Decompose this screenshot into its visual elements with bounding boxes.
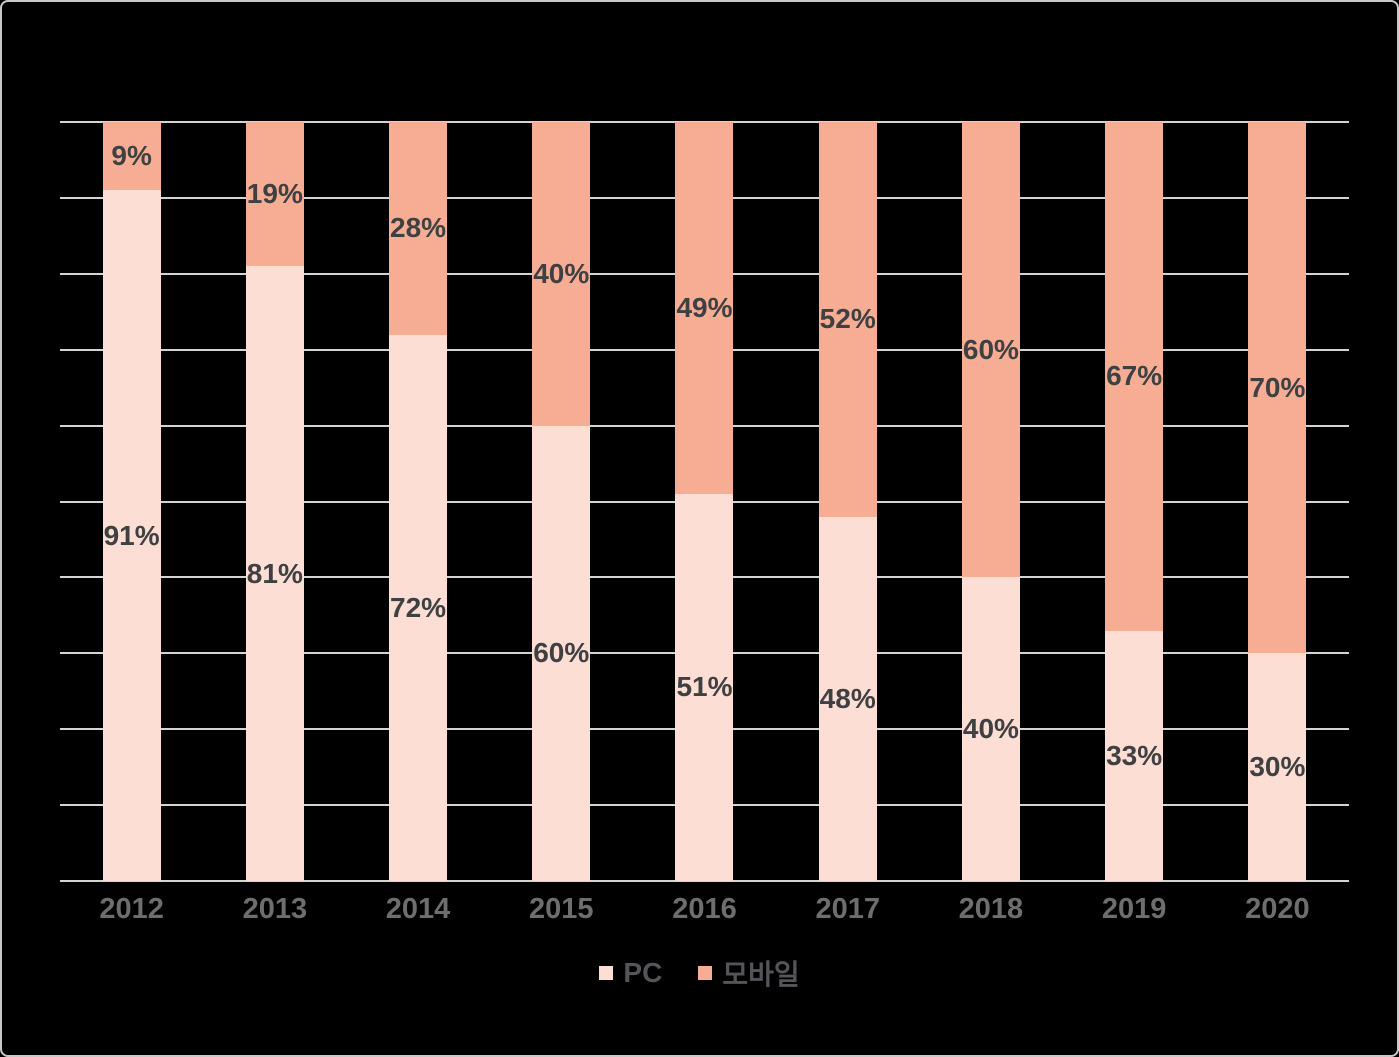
legend: PC 모바일 (2, 953, 1397, 993)
stacked-bar-2019: 67% 33% (1105, 122, 1164, 881)
bar-segment-pc: 48% (818, 516, 877, 881)
bar-segment-mobile: 52% (818, 122, 877, 517)
bar-segment-pc: 60% (532, 425, 591, 881)
x-tick-label-2012: 2012 (99, 893, 164, 925)
stacked-bar-2018: 60% 40% (961, 122, 1020, 881)
stacked-bar-2012: 9% 91% (102, 122, 161, 881)
legend-swatch-pc (599, 966, 614, 980)
bar-segment-mobile: 60% (961, 122, 1020, 578)
stacked-bar-2017: 52% 48% (818, 122, 877, 881)
x-tick-label-2014: 2014 (385, 893, 451, 925)
bar-segment-pc: 91% (102, 190, 161, 881)
bar-band-2020: 70% 30% (1206, 122, 1349, 881)
x-axis: 2012 2013 2014 2015 2016 2017 2018 2019 2020 (60, 893, 1349, 926)
x-tick-label-2018: 2018 (958, 893, 1024, 925)
stacked-bar-2014: 28% 72% (389, 122, 448, 881)
bar-band-2015: 40% 60% (490, 122, 633, 881)
bar-segment-pc: 51% (675, 493, 734, 881)
x-tick-label-2020: 2020 (1245, 893, 1310, 925)
x-tick-label-2015: 2015 (529, 893, 594, 925)
bar-band-2013: 19% 81% (203, 122, 346, 881)
bar-segment-mobile: 19% (245, 122, 304, 267)
bar-segment-pc: 72% (389, 334, 448, 881)
bar-band-2018: 60% 40% (919, 122, 1062, 881)
bar-segment-pc: 81% (245, 266, 304, 881)
bar-value-label: 30% (1249, 751, 1306, 783)
legend-item-pc: PC (599, 957, 662, 989)
bar-value-label: 28% (390, 212, 447, 244)
bar-value-label: 40% (533, 257, 590, 289)
bar-value-label: 52% (819, 303, 876, 335)
bar-value-label: 49% (676, 291, 733, 323)
bar-value-label: 19% (246, 178, 303, 210)
legend-item-mobile: 모바일 (698, 953, 800, 993)
x-tick-label-2016: 2016 (672, 893, 737, 925)
bar-series-container: 9% 91% 19% 81% 28% 72% 40% 60% 49% 51% 52% 48% 60% 40… (60, 122, 1349, 881)
bar-value-label: 51% (676, 671, 733, 703)
bar-value-label: 91% (103, 519, 160, 551)
legend-label: PC (623, 957, 663, 988)
bar-value-label: 72% (390, 591, 447, 623)
bar-segment-mobile: 40% (532, 122, 591, 426)
stacked-bar-2013: 19% 81% (245, 122, 304, 881)
bar-segment-pc: 33% (1105, 630, 1164, 881)
legend-swatch-mobile (698, 966, 713, 980)
stacked-bar-2015: 40% 60% (532, 122, 591, 881)
x-axis-line (60, 880, 1349, 882)
bar-segment-mobile: 49% (675, 122, 734, 494)
bar-value-label: 9% (111, 140, 152, 172)
bar-segment-mobile: 70% (1248, 122, 1307, 654)
bar-segment-mobile: 67% (1105, 122, 1164, 631)
plot-area: 9% 91% 19% 81% 28% 72% 40% 60% 49% 51% 52% 48% 60% 40… (60, 121, 1349, 882)
bar-band-2017: 52% 48% (776, 122, 919, 881)
bar-band-2012: 9% 91% (60, 122, 203, 881)
bar-segment-mobile: 28% (389, 122, 448, 335)
stacked-bar-2016: 49% 51% (675, 122, 734, 881)
stacked-bar-2020: 70% 30% (1248, 122, 1307, 881)
bar-segment-mobile: 9% (102, 122, 161, 191)
bar-value-label: 60% (962, 333, 1019, 365)
bar-value-label: 48% (819, 682, 876, 714)
bar-value-label: 70% (1249, 371, 1306, 403)
bar-segment-pc: 40% (961, 577, 1020, 881)
bar-band-2019: 67% 33% (1063, 122, 1206, 881)
x-tick-label-2013: 2013 (242, 893, 308, 925)
x-tick-label-2017: 2017 (815, 893, 880, 925)
bar-value-label: 67% (1106, 360, 1163, 392)
x-tick-label-2019: 2019 (1101, 893, 1167, 925)
legend-label: 모바일 (722, 959, 800, 990)
bar-value-label: 33% (1106, 739, 1163, 771)
bar-band-2016: 49% 51% (633, 122, 776, 881)
bar-value-label: 40% (962, 713, 1019, 745)
bar-band-2014: 28% 72% (346, 122, 489, 881)
bar-segment-pc: 30% (1248, 653, 1307, 881)
bar-value-label: 60% (533, 637, 590, 669)
bar-value-label: 81% (246, 557, 303, 589)
